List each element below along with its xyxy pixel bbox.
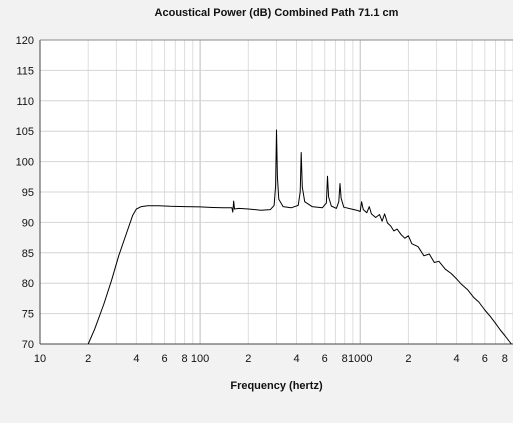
data-line <box>87 129 512 345</box>
x-tick-label: 6 <box>322 353 328 365</box>
x-tick-label: 8 <box>342 353 348 365</box>
x-tick-label: 8 <box>502 353 508 365</box>
x-tick-label: 8 <box>182 353 188 365</box>
y-tick-label: 85 <box>22 248 34 260</box>
x-tick-label: 6 <box>162 353 168 365</box>
x-tick-label: 2 <box>85 353 91 365</box>
x-tick-label: 4 <box>454 353 460 365</box>
y-tick-label: 90 <box>22 217 34 229</box>
chart-title: Acoustical Power (dB) Combined Path 71.1… <box>154 7 399 19</box>
x-tick-label: 4 <box>293 353 299 365</box>
y-tick-label: 105 <box>16 126 34 138</box>
x-tick-label: 4 <box>133 353 139 365</box>
x-tick-label: 6 <box>482 353 488 365</box>
y-tick-label: 110 <box>16 96 34 108</box>
y-tick-label: 80 <box>22 278 34 290</box>
x-tick-label: 2 <box>245 353 251 365</box>
y-tick-label: 115 <box>16 65 34 77</box>
x-tick-label: 1000 <box>348 353 372 365</box>
y-tick-label: 120 <box>16 35 34 47</box>
y-tick-label: 70 <box>22 339 34 351</box>
y-tick-label: 95 <box>22 187 34 199</box>
x-tick-label: 100 <box>191 353 209 365</box>
x-tick-label: 2 <box>405 353 411 365</box>
x-tick-label: 10 <box>34 353 46 365</box>
x-axis-label: Frequency (hertz) <box>230 380 323 392</box>
y-tick-label: 75 <box>22 309 34 321</box>
y-tick-label: 100 <box>16 157 34 169</box>
